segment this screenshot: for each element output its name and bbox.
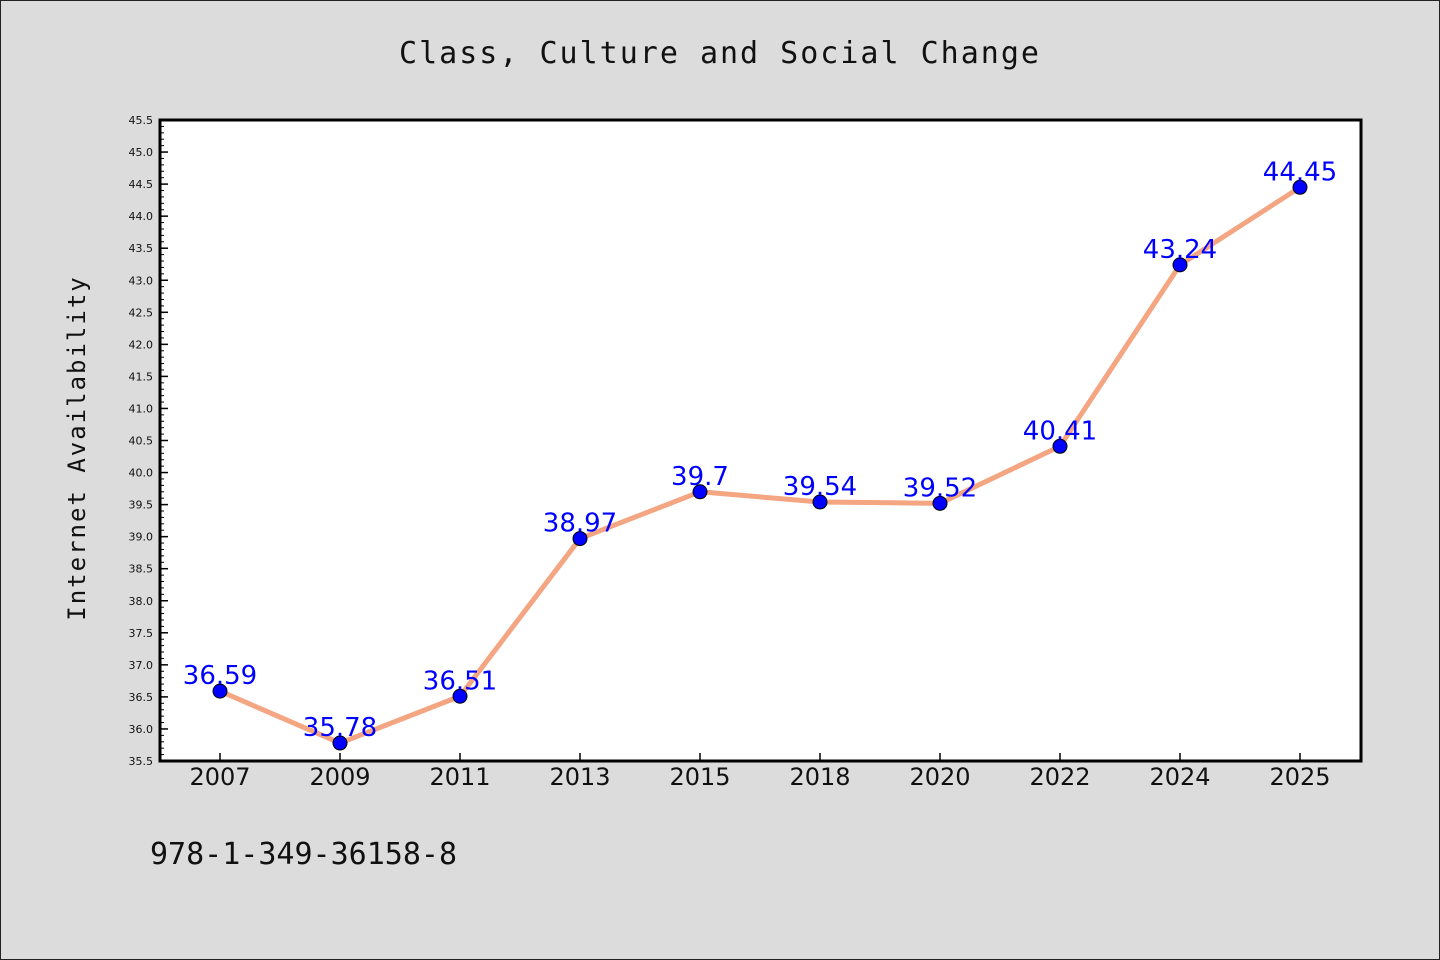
data-label: 38.97 xyxy=(543,509,617,539)
x-tick-label: 2020 xyxy=(909,763,970,791)
data-point xyxy=(932,495,948,511)
data-label: 44.45 xyxy=(1263,157,1337,187)
data-label: 39.54 xyxy=(783,472,857,502)
y-tick-label: 38.5 xyxy=(129,563,154,576)
data-label: 36.51 xyxy=(423,666,497,696)
data-point xyxy=(332,735,348,751)
data-point xyxy=(812,494,828,510)
y-tick-label: 36.5 xyxy=(129,691,154,704)
y-tick-label: 44.0 xyxy=(129,210,154,223)
data-label: 39.7 xyxy=(671,462,729,492)
y-tick-label: 40.0 xyxy=(129,467,154,480)
y-tick-label: 43.0 xyxy=(129,274,154,287)
x-tick-label: 2018 xyxy=(789,763,850,791)
isbn-label: 978-1-349-36158-8 xyxy=(150,837,457,872)
data-point xyxy=(212,683,228,699)
data-markers xyxy=(212,179,1308,751)
data-label: 43.24 xyxy=(1143,235,1217,265)
x-tick-label: 2009 xyxy=(309,763,370,791)
y-axis-label: Internet Availability xyxy=(63,275,91,620)
y-tick-label: 39.5 xyxy=(129,499,154,512)
x-tick-label: 2013 xyxy=(549,763,610,791)
y-axis-ticks: 35.5 36.0 36.5 37.0 37.5 38.0 38.5 39.0 39.5 40.0… xyxy=(129,114,168,768)
data-point xyxy=(1292,179,1308,195)
y-tick-label: 45.5 xyxy=(129,114,154,127)
x-tick-label: 2011 xyxy=(429,763,490,791)
y-tick-label: 41.0 xyxy=(129,402,154,415)
plot-area xyxy=(158,118,1363,763)
y-tick-label: 38.0 xyxy=(129,595,154,608)
y-tick-label: 43.5 xyxy=(129,242,154,255)
y-tick-label: 44.5 xyxy=(129,178,154,191)
y-tick-label: 37.5 xyxy=(129,627,154,640)
data-point xyxy=(572,531,588,547)
y-tick-label: 45.0 xyxy=(129,146,154,159)
data-label: 35.78 xyxy=(303,713,377,743)
y-tick-label: 35.5 xyxy=(129,755,154,768)
y-tick-label: 36.0 xyxy=(129,723,154,736)
x-tick-label: 2007 xyxy=(189,763,250,791)
data-label: 39.52 xyxy=(903,473,977,503)
y-tick-label: 42.5 xyxy=(129,306,154,319)
chart-title: Class, Culture and Social Change xyxy=(399,36,1041,71)
x-tick-label: 2024 xyxy=(1149,763,1210,791)
data-point xyxy=(1052,438,1068,454)
y-tick-label: 40.5 xyxy=(129,435,154,448)
y-tick-label: 37.0 xyxy=(129,659,154,672)
y-tick-label: 39.0 xyxy=(129,531,154,544)
data-label: 40.41 xyxy=(1023,416,1097,446)
x-axis-ticks: 2007 2009 2011 2013 2015 2018 2020 2022 2024 2025 xyxy=(189,753,1331,791)
x-tick-label: 2022 xyxy=(1029,763,1090,791)
data-point xyxy=(452,688,468,704)
data-point xyxy=(1172,257,1188,273)
y-tick-label: 42.0 xyxy=(129,338,154,351)
x-tick-label: 2015 xyxy=(669,763,730,791)
x-tick-label: 2025 xyxy=(1269,763,1330,791)
data-labels: 36.59 35.78 36.51 38.97 39.7 39.54 39.52 40.41 4… xyxy=(183,157,1337,743)
series-line xyxy=(219,185,1302,746)
data-label: 36.59 xyxy=(183,661,257,691)
data-point xyxy=(692,484,708,500)
y-tick-label: 41.5 xyxy=(129,370,154,383)
